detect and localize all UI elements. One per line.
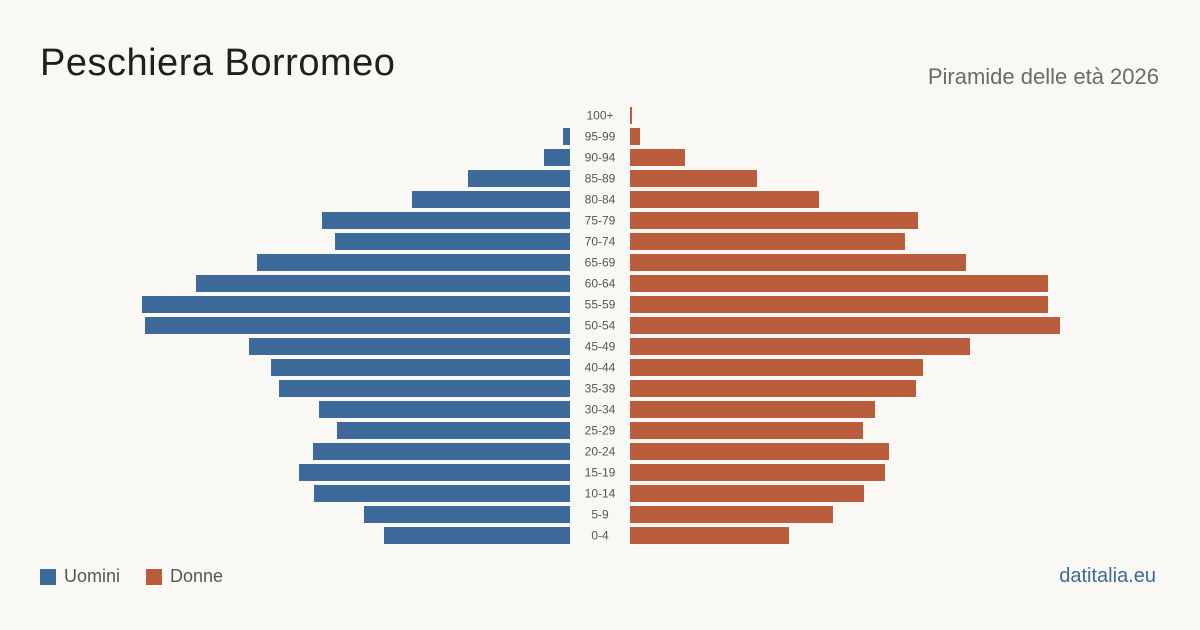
bar-women-25-29 [630,422,863,439]
legend: Uomini Donne [40,566,249,587]
legend-item-women: Donne [146,566,223,587]
bar-men-50-54 [145,317,570,334]
legend-swatch-women [146,568,163,585]
age-label-75-79: 75-79 [585,214,616,228]
bar-women-35-39 [630,380,916,397]
bar-women-40-44 [630,359,923,376]
age-label-0-4: 0-4 [591,529,609,543]
age-label-20-24: 20-24 [585,445,616,459]
age-label-95-99: 95-99 [585,130,616,144]
age-label-55-59: 55-59 [585,298,616,312]
bar-men-20-24 [313,443,570,460]
age-label-5-9: 5-9 [591,508,609,522]
age-label-30-34: 30-34 [585,403,616,417]
bar-women-80-84 [630,191,819,208]
bar-women-30-34 [630,401,875,418]
legend-item-men: Uomini [40,566,120,587]
bar-men-95-99 [563,128,570,145]
age-label-15-19: 15-19 [585,466,616,480]
bar-men-70-74 [335,233,570,250]
age-label-85-89: 85-89 [585,172,616,186]
bar-men-55-59 [142,296,570,313]
bar-men-85-89 [468,170,570,187]
bar-women-65-69 [630,254,966,271]
age-label-35-39: 35-39 [585,382,616,396]
bar-women-10-14 [630,485,864,502]
bar-men-75-79 [322,212,570,229]
bar-men-35-39 [279,380,570,397]
age-label-40-44: 40-44 [585,361,616,375]
bar-men-30-34 [319,401,570,418]
age-label-80-84: 80-84 [585,193,616,207]
age-label-90-94: 90-94 [585,151,616,165]
bar-men-45-49 [249,338,570,355]
bar-women-100+ [630,107,632,124]
age-label-100+: 100+ [586,109,613,123]
bar-men-10-14 [314,485,570,502]
bar-men-15-19 [299,464,570,481]
bar-women-70-74 [630,233,905,250]
legend-label-women: Donne [170,566,224,586]
age-label-10-14: 10-14 [585,487,616,501]
page-subtitle: Piramide delle età 2026 [927,64,1159,89]
bar-men-25-29 [337,422,570,439]
bar-women-90-94 [630,149,685,166]
bar-women-5-9 [630,506,833,523]
age-label-45-49: 45-49 [585,340,616,354]
age-label-25-29: 25-29 [585,424,616,438]
page-title: Peschiera Borromeo [40,42,396,84]
bar-women-60-64 [630,275,1048,292]
brand-link[interactable]: datitalia.eu [1059,565,1156,587]
bar-men-40-44 [271,359,570,376]
bar-men-90-94 [544,149,570,166]
bar-women-50-54 [630,317,1060,334]
bar-men-0-4 [384,527,570,544]
legend-label-men: Uomini [64,566,121,586]
age-label-70-74: 70-74 [585,235,616,249]
bar-women-45-49 [630,338,970,355]
bar-women-95-99 [630,128,640,145]
bar-women-0-4 [630,527,789,544]
age-label-65-69: 65-69 [585,256,616,270]
bar-women-75-79 [630,212,918,229]
age-label-50-54: 50-54 [585,319,616,333]
bar-men-80-84 [412,191,570,208]
bar-men-5-9 [364,506,570,523]
age-label-60-64: 60-64 [585,277,616,291]
bar-women-15-19 [630,464,885,481]
bar-women-85-89 [630,170,757,187]
bar-women-20-24 [630,443,889,460]
bar-men-65-69 [257,254,570,271]
bar-women-55-59 [630,296,1048,313]
legend-swatch-men [40,568,56,585]
bar-men-60-64 [196,275,570,292]
